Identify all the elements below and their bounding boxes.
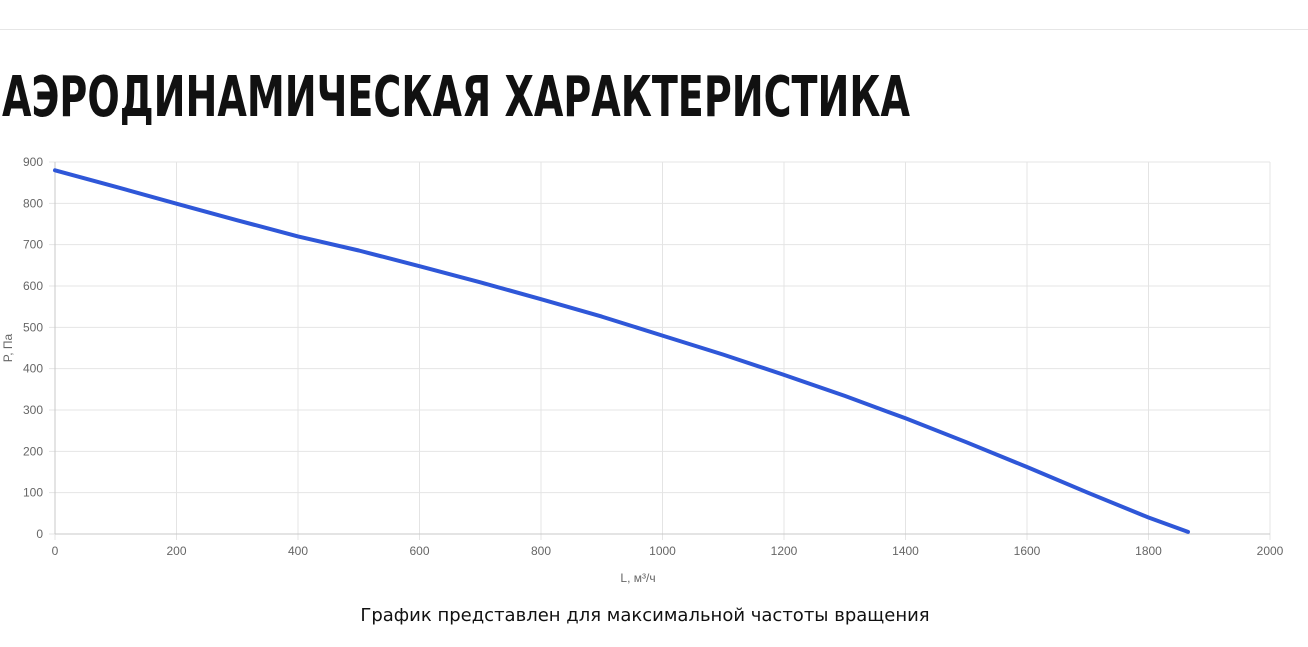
- y-tick-label: 200: [23, 444, 43, 458]
- top-divider: [0, 29, 1308, 30]
- y-tick-label: 800: [23, 196, 43, 210]
- y-tick-label: 500: [23, 320, 43, 334]
- x-tick-label: 200: [166, 544, 186, 558]
- y-tick-label: 100: [23, 486, 43, 500]
- chart-labels: 0 200 400 600 800 1000 1200 1400 1600 1800 2000 0 10…: [1, 155, 1284, 585]
- y-tick-label: 700: [23, 238, 43, 252]
- y-tick-label: 600: [23, 279, 43, 293]
- x-tick-label: 1800: [1135, 544, 1162, 558]
- x-tick-label: 400: [288, 544, 308, 558]
- y-axis-title: P, Па: [1, 333, 15, 362]
- x-tick-label: 600: [409, 544, 429, 558]
- y-tick-label: 300: [23, 403, 43, 417]
- y-tick-label: 900: [23, 155, 43, 169]
- page-title: АЭРОДИНАМИЧЕСКАЯ ХАРАКТЕРИСТИКА: [2, 65, 910, 130]
- y-tick-label: 0: [36, 527, 43, 541]
- y-tick-label: 400: [23, 362, 43, 376]
- x-tick-label: 0: [52, 544, 59, 558]
- x-tick-label: 1000: [649, 544, 676, 558]
- x-axis-title: L, м³/ч: [620, 571, 655, 585]
- chart-series: [53, 168, 1190, 534]
- x-tick-label: 800: [531, 544, 551, 558]
- x-tick-label: 2000: [1257, 544, 1284, 558]
- series-line: [53, 168, 1190, 534]
- x-tick-label: 1600: [1014, 544, 1041, 558]
- chart-axes: [54, 162, 1270, 535]
- x-tick-label: 1400: [892, 544, 919, 558]
- x-tick-label: 1200: [771, 544, 798, 558]
- chart-caption: График представлен для максимальной част…: [360, 605, 930, 626]
- chart: 0 200 400 600 800 1000 1200 1400 1600 1800 2000 0 10…: [1, 155, 1284, 585]
